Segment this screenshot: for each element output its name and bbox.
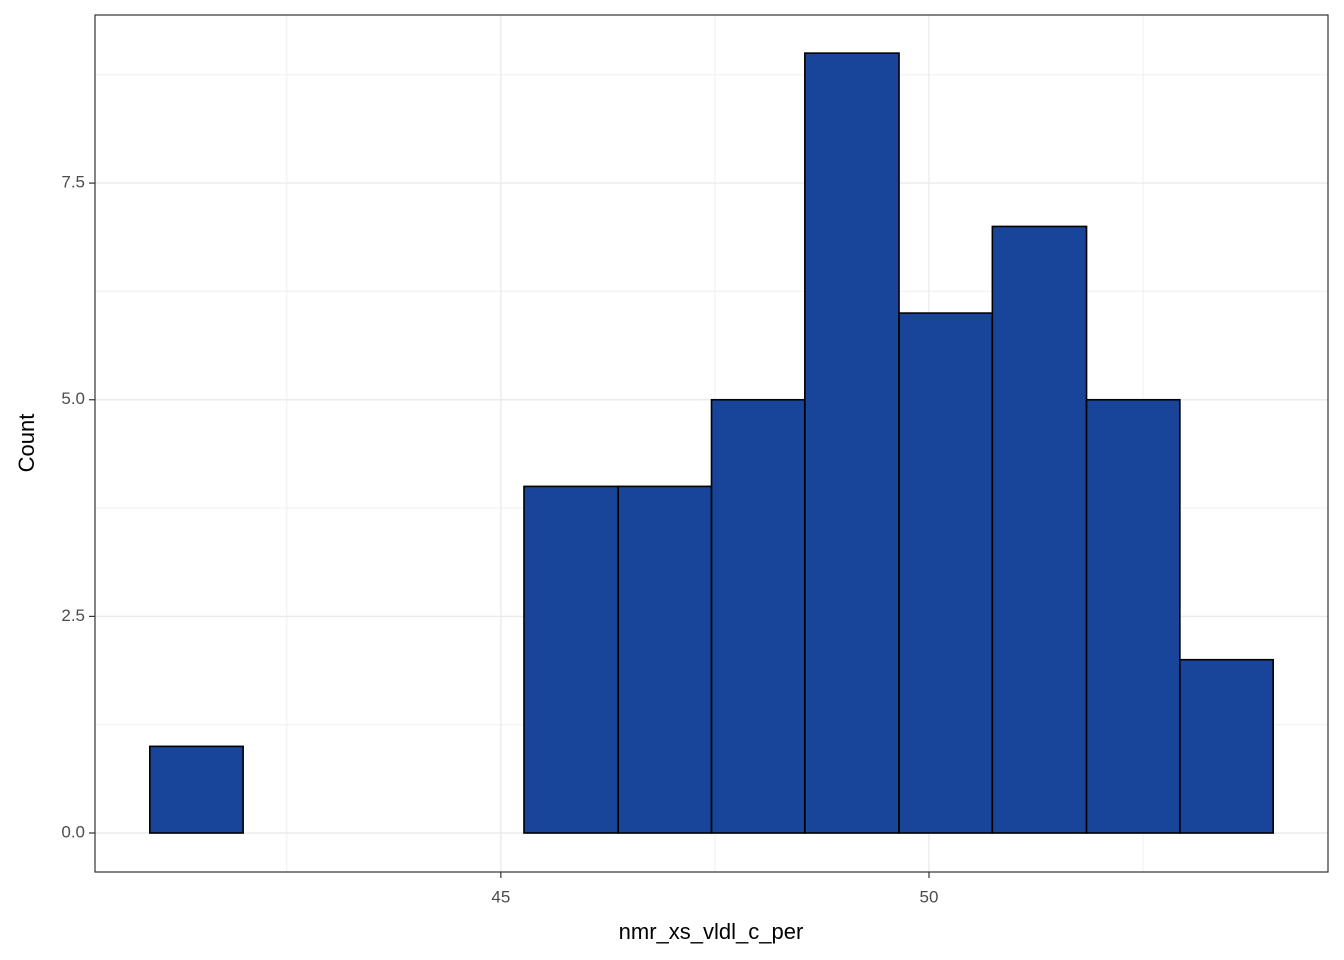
- x-tick-label: 45: [491, 887, 510, 906]
- bar: [149, 745, 244, 834]
- bar: [710, 398, 806, 834]
- y-tick-label: 5.0: [61, 389, 85, 408]
- bar: [991, 225, 1088, 834]
- y-tick-label: 2.5: [61, 606, 85, 625]
- bar: [523, 485, 619, 834]
- bar: [1179, 658, 1275, 834]
- y-tick-label: 7.5: [61, 173, 85, 192]
- bar: [1085, 398, 1181, 834]
- bar: [617, 485, 713, 834]
- y-axis-label: Count: [14, 414, 39, 473]
- y-tick-label: 0.0: [61, 822, 85, 841]
- x-tick-label: 50: [920, 887, 939, 906]
- bar: [804, 52, 900, 834]
- x-axis-label: nmr_xs_vldl_c_per: [619, 919, 804, 944]
- panel-border: [94, 14, 1329, 873]
- bar: [898, 312, 994, 834]
